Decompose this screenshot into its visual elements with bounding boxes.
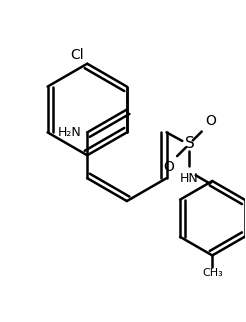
Text: Cl: Cl bbox=[71, 48, 84, 62]
Text: HN: HN bbox=[180, 173, 199, 185]
Text: O: O bbox=[205, 114, 216, 128]
Text: CH₃: CH₃ bbox=[202, 268, 223, 278]
Text: S: S bbox=[184, 136, 194, 151]
Text: H₂N: H₂N bbox=[58, 126, 81, 139]
Text: O: O bbox=[163, 160, 174, 174]
